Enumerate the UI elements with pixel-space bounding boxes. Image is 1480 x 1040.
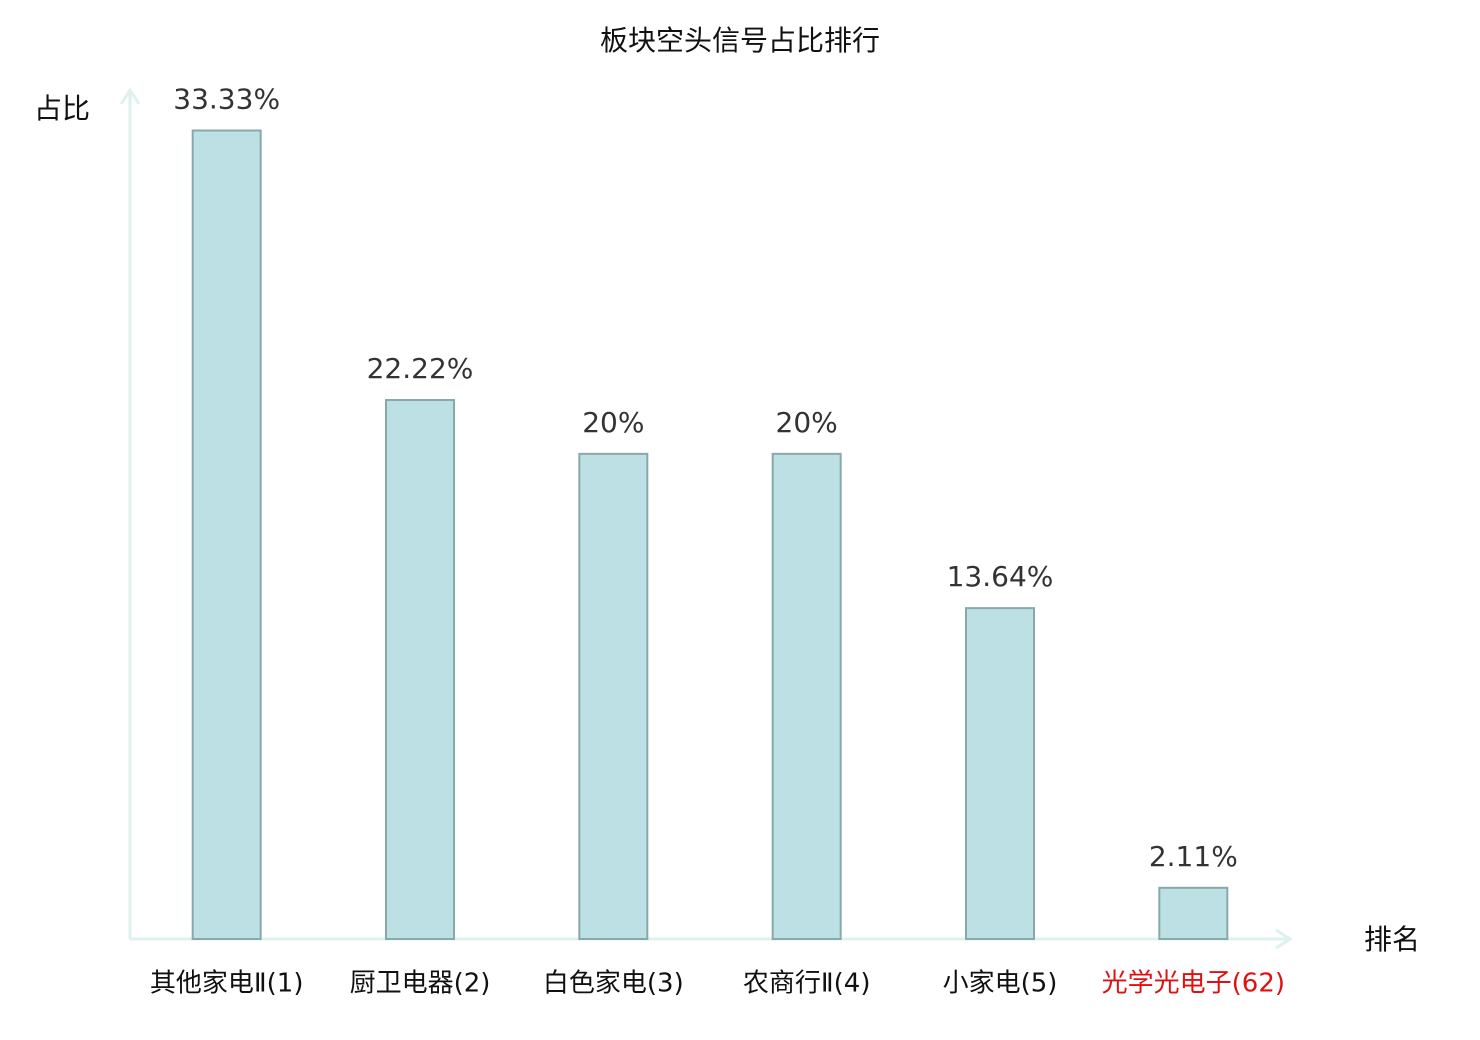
value-label: 2.11% xyxy=(1149,840,1238,873)
x-tick-label: 光学光电子(62) xyxy=(1102,969,1285,999)
bar xyxy=(385,399,455,940)
x-tick-label: 白色家电(3) xyxy=(543,969,684,999)
y-axis-arrow xyxy=(119,87,141,105)
value-label: 22.22% xyxy=(367,352,474,385)
chart-title: 板块空头信号占比排行 xyxy=(600,24,880,57)
x-tick-label: 其他家电Ⅱ(1) xyxy=(150,969,304,999)
value-label: 13.64% xyxy=(947,560,1054,593)
bar xyxy=(965,607,1035,940)
x-axis-label: 排名 xyxy=(1364,923,1420,956)
y-axis-label: 占比 xyxy=(34,92,90,125)
bar xyxy=(771,452,842,940)
value-label: 33.33% xyxy=(173,83,280,116)
x-tick-label: 农商行Ⅱ(4) xyxy=(743,969,871,999)
value-label: 20% xyxy=(582,406,644,439)
x-tick-label: 小家电(5) xyxy=(943,969,1058,999)
value-label: 20% xyxy=(776,406,838,439)
bar xyxy=(191,129,262,941)
bar xyxy=(578,452,649,940)
x-axis-arrow xyxy=(1275,928,1293,950)
bar xyxy=(1158,886,1229,941)
x-tick-label: 厨卫电器(2) xyxy=(350,969,491,999)
